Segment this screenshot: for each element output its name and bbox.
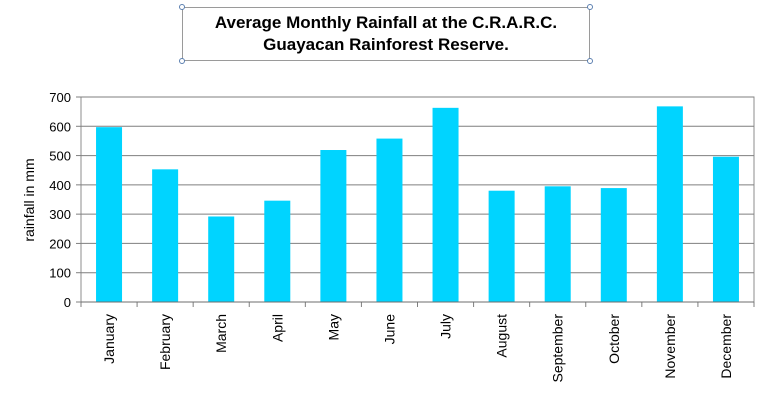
x-tick-label: December [718,314,734,379]
y-tick-label: 300 [49,207,71,222]
bar-june [376,138,403,302]
x-tick-label: September [550,314,566,383]
x-tick-label: May [325,314,341,340]
bar-april [264,200,291,302]
bar-september [544,186,571,302]
y-tick-label: 700 [49,90,71,105]
bar-february [152,169,179,302]
bar-march [208,216,235,302]
plot-area [80,96,755,303]
y-tick-label: 500 [49,149,71,164]
chart-title-line-2: Guayacan Rainforest Reserve. [263,35,509,54]
chart-title-box[interactable]: Average Monthly Rainfall at the C.R.A.R.… [179,4,593,64]
y-tick-label: 400 [49,178,71,193]
bar-december [712,156,739,302]
bar-october [600,188,627,302]
bar-january [96,127,123,303]
x-tick-label: August [494,314,510,358]
y-tick-label: 100 [49,266,71,281]
x-tick-label: February [157,314,173,370]
bar-november [656,106,683,302]
bar-may [320,150,347,302]
x-tick-label: January [101,314,117,364]
bar-august [488,190,515,302]
chart-title-line-1: Average Monthly Rainfall at the C.R.A.R.… [214,13,558,32]
y-tick-label: 0 [64,295,71,310]
x-tick-label: July [438,314,454,339]
x-tick-label: June [381,314,397,345]
x-tick-label: March [213,314,229,353]
bar-july [432,107,459,302]
x-tick-label: October [606,314,622,364]
resize-handle-bottom-left[interactable] [179,58,185,64]
resize-handle-top-right[interactable] [587,4,593,10]
x-tick-label: April [269,314,285,342]
resize-handle-bottom-right[interactable] [587,58,593,64]
y-tick-label: 600 [49,119,71,134]
x-tick-label: November [662,314,678,379]
y-tick-label: 200 [49,236,71,251]
resize-handle-top-left[interactable] [179,4,185,10]
